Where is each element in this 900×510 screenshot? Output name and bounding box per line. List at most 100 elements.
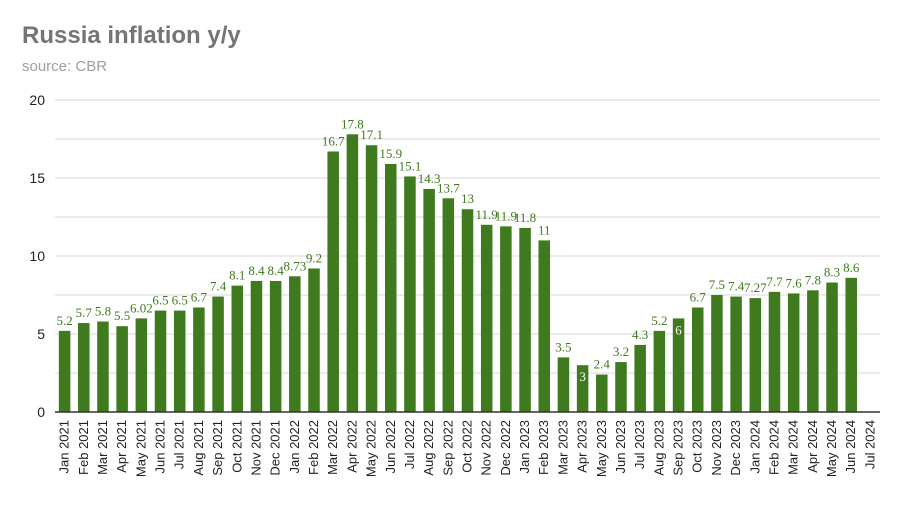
data-label: 6.7 [690,289,707,304]
data-label: 7.6 [786,275,803,290]
bar [97,321,109,412]
bar-series [58,134,857,413]
x-tick-label: Feb 2021 [76,420,91,475]
chart-title: Russia inflation y/y [22,22,241,49]
y-axis: 0 5 10 15 20 [29,92,45,420]
data-label: 3 [579,369,586,384]
data-label: 11.8 [514,210,536,225]
data-label: 5.5 [114,308,130,323]
bar [308,268,320,412]
bar [576,365,589,412]
chart-subtitle: source: CBR [22,58,108,75]
bar [385,163,397,412]
y-tick-label: 15 [29,170,45,186]
bar [845,277,857,412]
data-label: 8.4 [248,263,265,278]
x-tick-label: Dec 2023 [728,420,743,476]
x-tick-label: Nov 2023 [709,420,724,476]
x-tick-label: Mar 2024 [786,420,801,475]
bar [711,295,723,412]
data-label: 11.9 [476,207,498,222]
x-tick-label: Mar 2021 [95,420,110,475]
x-tick-label: Dec 2021 [268,420,283,476]
x-tick-label: Aug 2022 [421,420,436,476]
bar [672,318,685,412]
bar [442,198,455,412]
x-tick-label: Sep 2021 [210,420,225,476]
x-tick-label: Jun 2022 [383,420,398,474]
data-label: 7.27 [744,280,767,295]
x-tick-label: May 2021 [133,420,148,477]
data-label: 17.8 [341,116,364,131]
data-label: 5.2 [651,313,667,328]
data-label: 7.8 [805,272,821,287]
x-tick-label: Mar 2022 [325,420,340,475]
data-label: 11 [538,222,551,237]
x-tick-label: Jul 2023 [632,420,647,469]
x-tick-label: Jun 2024 [843,420,858,474]
x-tick-label: Jul 2022 [402,420,417,469]
x-tick-label: Oct 2022 [460,420,475,473]
bar [538,240,550,412]
bar [327,151,339,413]
bar [269,280,282,412]
data-label: 8.73 [283,258,306,273]
bar [365,145,378,413]
bar [346,134,359,412]
data-label: 17.1 [360,127,383,142]
x-tick-label: Apr 2023 [575,420,590,473]
bar [193,307,205,412]
x-tick-label: Sep 2023 [671,420,686,476]
x-tick-label: Apr 2024 [805,420,820,473]
bar [250,280,263,412]
data-label: 13.7 [437,180,460,195]
bar [749,298,762,412]
bar [423,188,435,412]
bar [154,310,167,412]
data-label: 16.7 [322,133,345,148]
data-label: 11.9 [495,208,517,223]
x-tick-label: Sep 2022 [440,420,455,476]
data-label: 8.3 [824,265,840,280]
x-tick-label: Jun 2023 [613,420,628,474]
data-label: 8.6 [843,260,860,275]
bar [480,224,493,412]
bar [634,344,646,412]
x-tick-label: Aug 2023 [651,420,666,476]
x-tick-label: Jan 2023 [517,420,532,474]
x-tick-label: Jan 2022 [287,420,302,474]
data-label: 7.4 [210,279,227,294]
bar [519,227,531,412]
x-tick-label: Oct 2021 [229,420,244,473]
x-tick-label: Nov 2021 [248,420,263,476]
data-label: 3.2 [613,344,629,359]
data-label: 8.1 [229,268,245,283]
bar [58,330,71,412]
data-label: 7.4 [728,279,745,294]
bar [231,285,244,412]
data-label: 9.2 [306,250,322,265]
x-tick-label: Nov 2022 [479,420,494,476]
x-tick-label: Aug 2021 [191,420,206,476]
x-axis: Jan 2021 Feb 2021 Mar 2021 Apr 2021 May 2021… [55,411,880,477]
x-tick-label: Jul 2024 [862,420,877,469]
x-tick-label: Jan 2021 [57,420,72,474]
data-label: 6.02 [130,300,153,315]
x-tick-label: Apr 2021 [114,420,129,473]
x-tick-label: Feb 2023 [536,420,551,475]
y-tick-label: 0 [37,404,45,420]
data-label: 5.7 [76,305,93,320]
data-label: 6.7 [191,289,208,304]
y-tick-label: 10 [29,248,45,264]
bar [289,276,301,412]
x-tick-label: May 2023 [594,420,609,477]
data-label: 6.5 [172,293,188,308]
x-tick-label: Apr 2022 [344,420,359,473]
x-tick-label: Oct 2023 [690,420,705,473]
bar [787,293,800,412]
x-tick-label: Jan 2024 [747,420,762,474]
x-tick-label: Jul 2021 [172,420,187,469]
data-label: 5.2 [56,313,72,328]
bar [78,323,90,412]
bar [615,362,627,412]
